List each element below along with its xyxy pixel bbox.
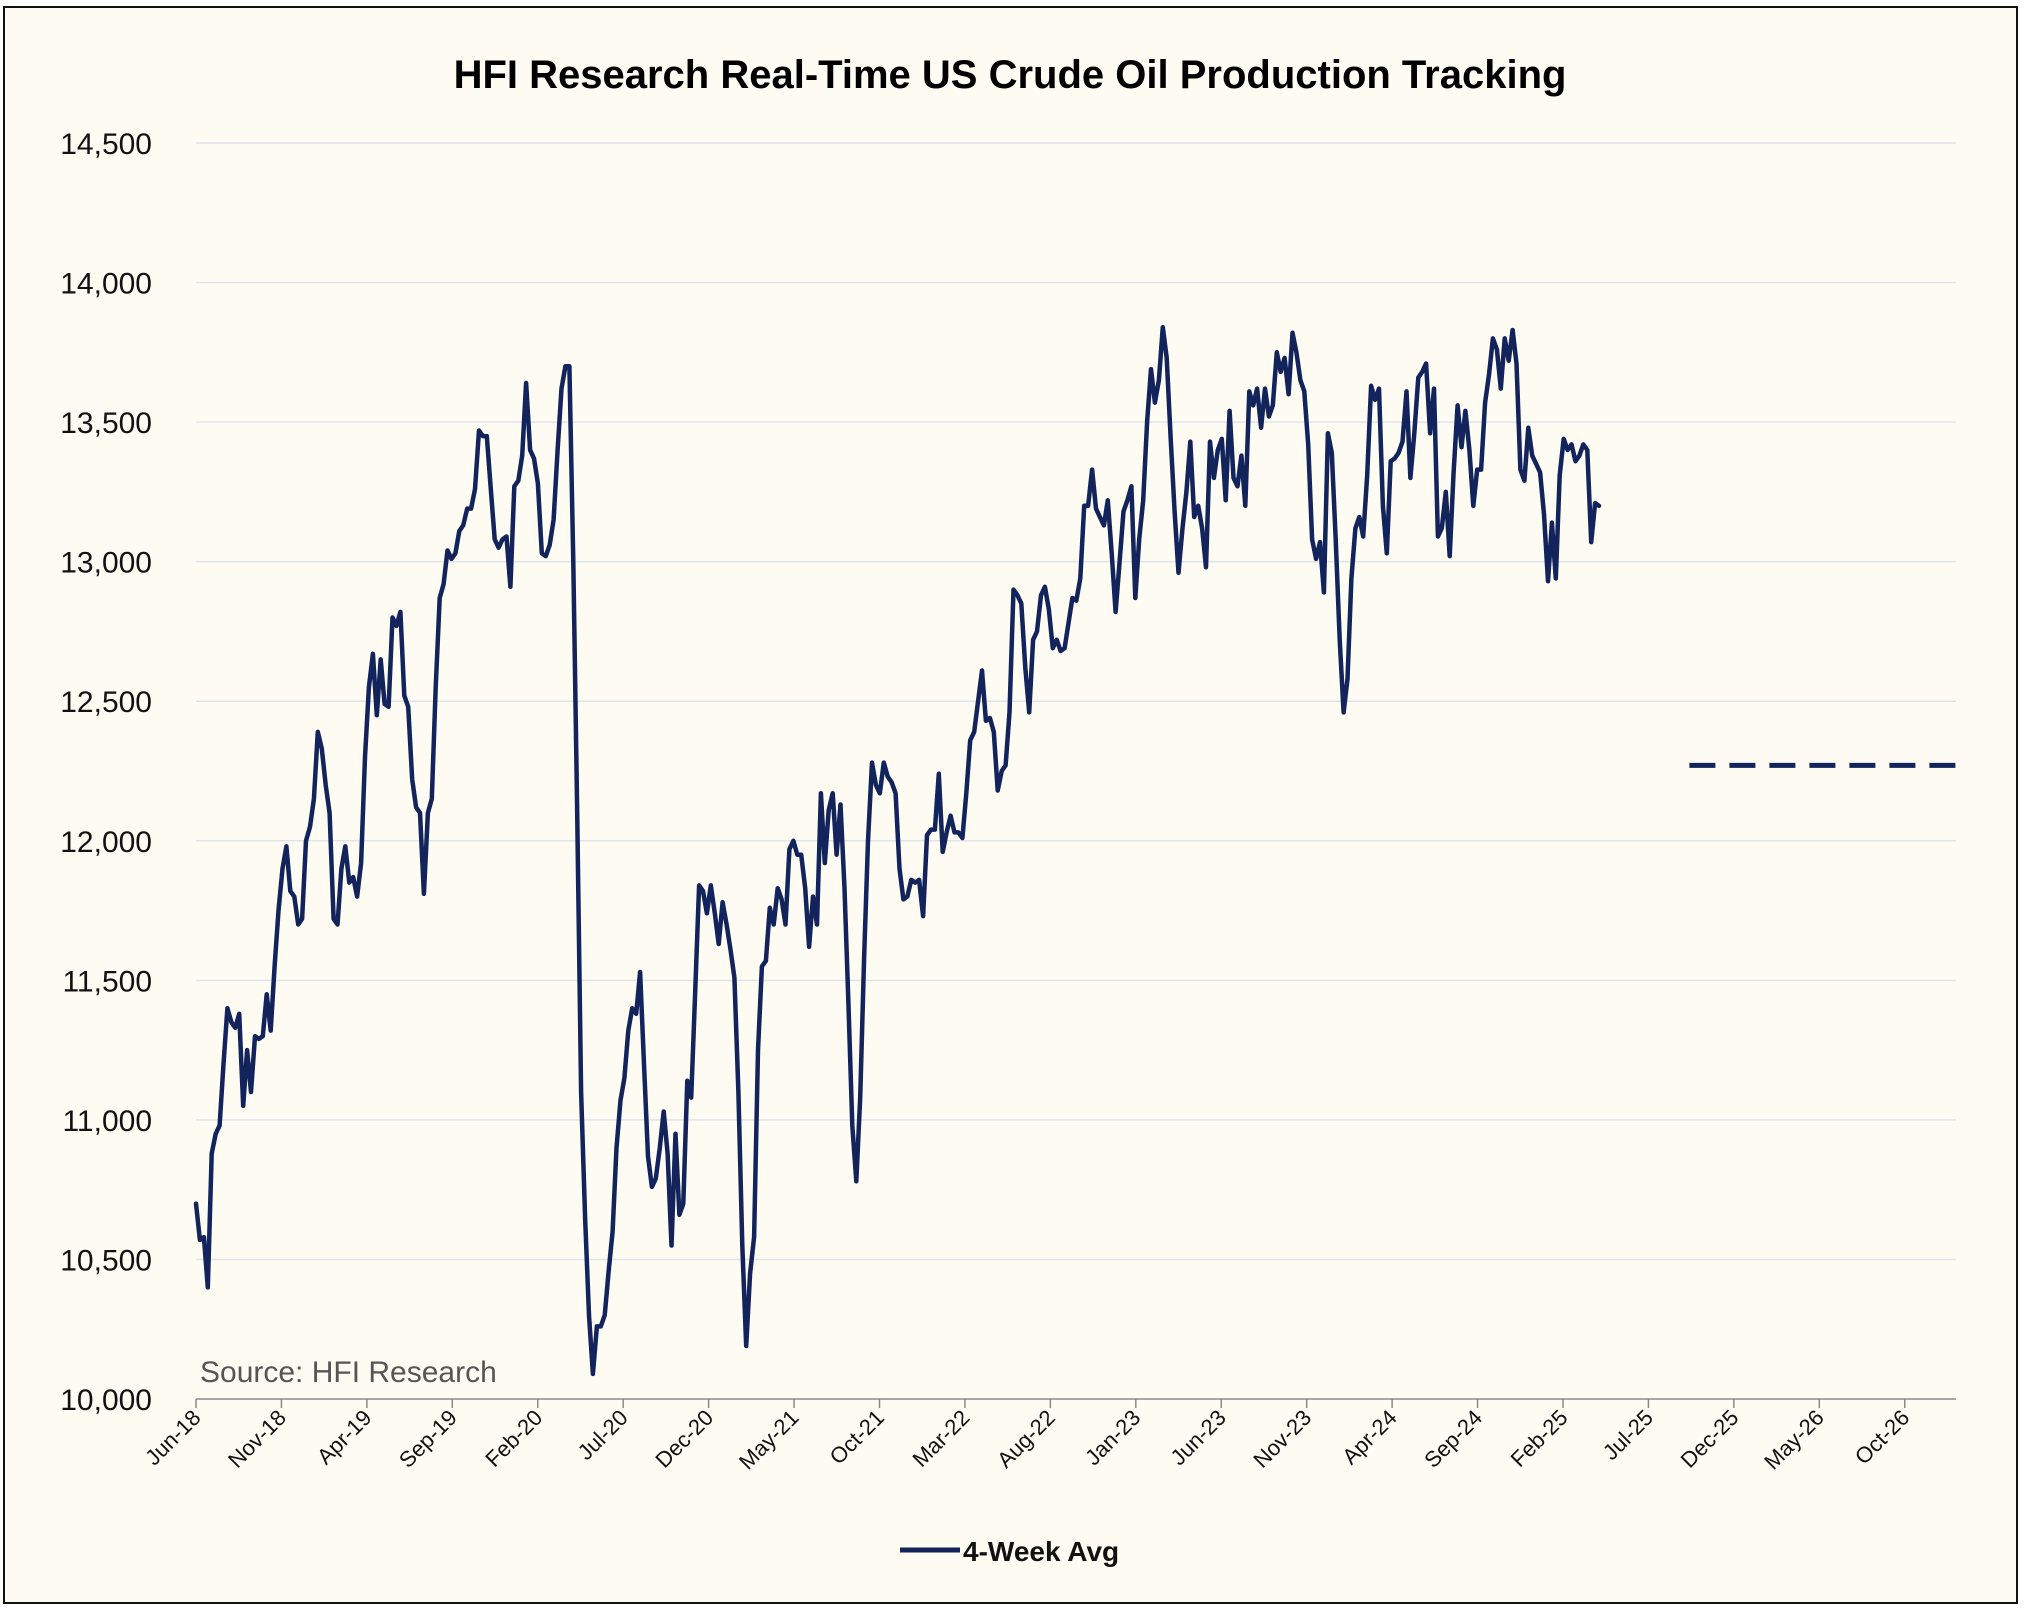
y-tick-label: 11,000 <box>62 1105 152 1138</box>
x-tick-label: Oct-21 <box>825 1405 889 1469</box>
y-axis: 10,000 10,500 11,000 11,500 12,000 12,500 13,0… <box>60 128 152 1417</box>
y-tick-label: 12,500 <box>60 686 152 719</box>
grid-lines <box>196 142 1956 1261</box>
y-tick-label: 14,000 <box>60 268 152 301</box>
y-tick-label: 10,000 <box>60 1384 152 1417</box>
y-tick-label: 13,000 <box>60 547 152 580</box>
x-tick-label: Jul-25 <box>1598 1405 1658 1465</box>
x-tick-label: Apr-24 <box>1337 1405 1401 1469</box>
x-tick-label: Sep-19 <box>394 1405 462 1473</box>
y-tick-label: 13,500 <box>60 407 152 440</box>
x-tick-label: Nov-18 <box>223 1405 291 1473</box>
chart-title: HFI Research Real-Time US Crude Oil Prod… <box>454 53 1567 97</box>
x-tick-label: Nov-23 <box>1248 1405 1316 1473</box>
y-tick-label: 11,500 <box>62 965 152 998</box>
x-tick-label: Feb-25 <box>1506 1405 1573 1472</box>
x-tick-label: Jun-23 <box>1166 1405 1231 1470</box>
y-tick-label: 12,000 <box>60 826 152 859</box>
x-tick-label: Sep-24 <box>1419 1405 1487 1473</box>
y-tick-label: 14,500 <box>60 128 152 161</box>
x-tick-label: Feb-20 <box>480 1405 547 1472</box>
source-note: Source: HFI Research <box>200 1356 497 1389</box>
chart-frame <box>3 6 2018 1604</box>
x-tick-label: Mar-22 <box>908 1405 975 1472</box>
legend[interactable]: 4-Week Avg <box>900 1536 1119 1567</box>
x-tick-label: May-26 <box>1759 1405 1829 1475</box>
x-tick-label: Dec-25 <box>1676 1405 1744 1473</box>
x-tick-label: Aug-22 <box>992 1405 1060 1473</box>
y-tick-label: 10,500 <box>60 1244 152 1277</box>
series-layer <box>193 324 1956 1377</box>
x-tick-label: Dec-20 <box>650 1405 718 1473</box>
series-line-4-week-avg <box>193 324 1602 1377</box>
x-tick-label: Apr-19 <box>312 1405 376 1469</box>
x-tick-label: May-21 <box>734 1405 804 1475</box>
x-tick-label: Jan-23 <box>1080 1405 1145 1470</box>
x-axis: Jun-18 Nov-18 Apr-19 Sep-19 Feb-20 Jul-20 Dec-… <box>140 1398 1956 1475</box>
x-tick-label: Oct-26 <box>1850 1405 1914 1469</box>
x-tick-label: Jul-20 <box>573 1405 633 1465</box>
legend-label: 4-Week Avg <box>963 1536 1119 1567</box>
